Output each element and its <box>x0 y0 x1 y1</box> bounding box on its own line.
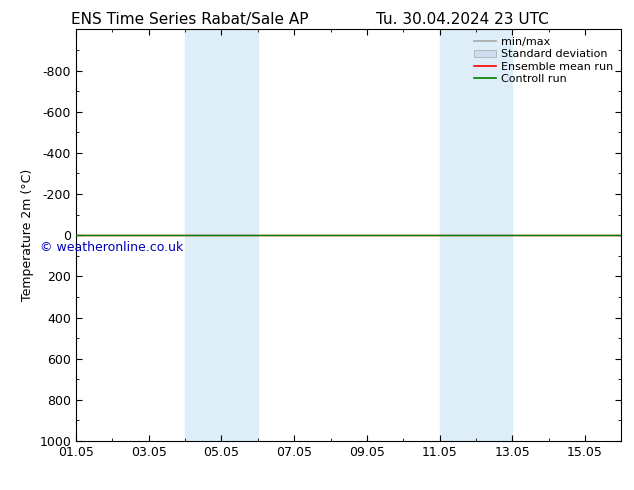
Bar <box>439 29 476 441</box>
Bar <box>185 29 221 441</box>
Bar <box>221 29 258 441</box>
Y-axis label: Temperature 2m (°C): Temperature 2m (°C) <box>21 169 34 301</box>
Bar <box>476 29 512 441</box>
Text: Tu. 30.04.2024 23 UTC: Tu. 30.04.2024 23 UTC <box>377 12 549 27</box>
Text: © weatheronline.co.uk: © weatheronline.co.uk <box>41 242 183 254</box>
Legend: min/max, Standard deviation, Ensemble mean run, Controll run: min/max, Standard deviation, Ensemble me… <box>471 35 616 86</box>
Text: ENS Time Series Rabat/Sale AP: ENS Time Series Rabat/Sale AP <box>72 12 309 27</box>
